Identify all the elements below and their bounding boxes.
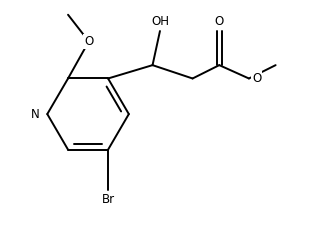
Text: O: O [215, 15, 224, 28]
Text: O: O [84, 35, 94, 48]
Text: Br: Br [101, 193, 115, 206]
Text: OH: OH [151, 15, 169, 28]
Text: N: N [31, 108, 40, 120]
Text: O: O [252, 72, 261, 85]
